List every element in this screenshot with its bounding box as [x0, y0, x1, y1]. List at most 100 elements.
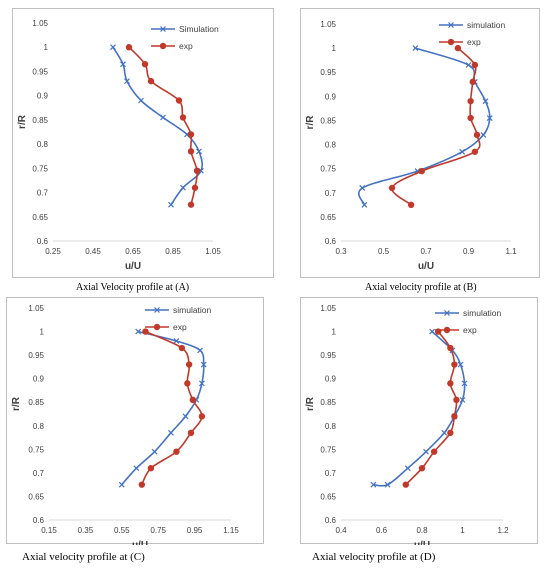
y-tick-label: 0.85 — [28, 398, 44, 407]
legend-label: exp — [179, 41, 193, 51]
y-tick-label: 1 — [332, 328, 337, 337]
legend-entry-simulation: simulation — [439, 20, 506, 30]
y-tick-label: 1 — [40, 328, 45, 337]
data-point-exp — [189, 396, 196, 404]
data-point-exp — [147, 464, 155, 472]
x-tick-label: 1.1 — [505, 247, 517, 256]
data-point-exp — [471, 61, 479, 69]
y-tick-label: 0.6 — [325, 516, 337, 525]
series-line-exp — [128, 46, 198, 205]
y-tick-label: 1.05 — [32, 19, 48, 28]
data-point-exp — [451, 413, 458, 420]
data-point-exp — [473, 131, 481, 139]
legend-entry-simulation: simulation — [435, 308, 502, 318]
y-tick-label: 0.8 — [37, 140, 49, 149]
data-point-simulation — [182, 413, 189, 420]
x-tick-label: 0.6 — [376, 526, 388, 535]
y-tick-label: 0.9 — [325, 375, 337, 384]
y-axis-title: r/R — [11, 396, 22, 411]
data-point-exp — [418, 167, 425, 175]
data-point-exp — [187, 148, 195, 155]
legend-label: simulation — [467, 20, 506, 30]
data-point-exp — [447, 380, 454, 387]
y-tick-label: 0.9 — [33, 375, 45, 384]
data-point-exp — [187, 131, 195, 138]
y-tick-label: 0.85 — [320, 398, 336, 407]
data-point-simulation — [180, 184, 186, 191]
chart-b-svg: 0.6 0.65 0.7 0.75 0.8 0.85 0.9 0.95 1 1.05 0.3 0.5 0… — [305, 20, 517, 272]
data-point-simulation — [384, 481, 391, 488]
data-point-simulation — [120, 61, 126, 68]
data-point-exp — [179, 114, 187, 121]
x-tick-label: 0.4 — [335, 526, 347, 535]
data-point-exp — [418, 464, 426, 472]
data-point-simulation — [361, 201, 368, 208]
y-tick-label: 0.95 — [320, 68, 336, 77]
y-tick-label: 0.65 — [32, 213, 48, 222]
y-tick-label: 0.8 — [325, 422, 337, 431]
y-tick-label: 0.7 — [325, 189, 337, 198]
y-tick-label: 1.05 — [320, 304, 336, 313]
y-tick-label: 0.75 — [28, 445, 44, 454]
x-tick-label: 1 — [460, 526, 465, 535]
legend-label: simulation — [173, 305, 212, 315]
series-line-exp — [391, 47, 481, 206]
legend-entry-exp: exp — [439, 37, 481, 47]
caption-a: Axial Velocity profile at (A) — [76, 282, 190, 293]
chart-panel-c: 0.6 0.65 0.7 0.75 0.8 0.85 0.9 0.95 1 1.05 0.15 0.3… — [6, 297, 264, 551]
legend-label: exp — [173, 322, 187, 332]
data-point-exp — [447, 344, 454, 352]
data-point-simulation — [486, 115, 493, 121]
y-tick-label: 0.75 — [32, 164, 48, 173]
x-tick-label: 0.65 — [125, 247, 141, 256]
x-tick-label: 0.8 — [416, 526, 428, 535]
y-tick-label: 0.8 — [325, 141, 337, 150]
y-tick-label: 0.7 — [37, 189, 49, 198]
x-tick-label: 1.05 — [205, 247, 221, 256]
y-tick-label: 0.65 — [320, 492, 336, 501]
y-tick-label: 0.95 — [320, 351, 336, 360]
x-axis-title: u/U — [132, 540, 148, 545]
legend-entry-exp: exp — [151, 41, 193, 51]
y-axis-title: r/R — [305, 115, 316, 130]
data-point-exp — [185, 361, 193, 368]
chart-panel-b: 0.6 0.65 0.7 0.75 0.8 0.85 0.9 0.95 1 1.05 0.3 0.5 0… — [300, 8, 540, 278]
data-point-exp — [447, 429, 454, 437]
series-line-simulation — [373, 331, 466, 487]
data-point-exp — [187, 429, 195, 437]
y-tick-label: 0.65 — [28, 492, 44, 501]
y-tick-label: 1.05 — [28, 304, 44, 313]
data-point-simulation — [459, 396, 466, 403]
data-point-exp — [453, 396, 460, 404]
caption-b: Axial velocity profile at (B) — [365, 282, 477, 293]
data-point-exp — [388, 184, 396, 192]
legend-entry-simulation: simulation — [145, 305, 212, 315]
data-point-simulation — [404, 465, 411, 472]
data-point-simulation — [160, 114, 166, 121]
data-point-simulation — [118, 481, 125, 488]
data-point-simulation — [457, 361, 464, 368]
y-tick-label: 1 — [44, 43, 49, 52]
data-point-simulation — [151, 448, 158, 455]
data-point-exp — [467, 114, 474, 122]
data-point-simulation — [196, 148, 202, 155]
y-tick-label: 0.6 — [33, 516, 45, 525]
data-point-exp — [178, 344, 186, 352]
caption-c: Axial velocity profile at (C) — [22, 551, 145, 563]
data-point-exp — [173, 448, 180, 455]
y-tick-label: 0.9 — [37, 92, 49, 101]
x-tick-label: 1.2 — [497, 526, 509, 535]
chart-a-svg: 0.6 0.65 0.7 0.75 0.8 0.85 0.9 0.95 1 1.05 0.25 0.4… — [17, 19, 221, 272]
chart-c-svg: 0.6 0.65 0.7 0.75 0.8 0.85 0.9 0.95 1 1.05 0.15 0.3… — [11, 304, 239, 551]
y-tick-label: 0.7 — [325, 469, 337, 478]
data-point-exp — [402, 481, 409, 488]
series-line-simulation — [121, 330, 205, 486]
x-axis-title: u/U — [414, 540, 430, 545]
y-tick-label: 0.9 — [325, 92, 337, 101]
data-point-simulation — [461, 380, 468, 387]
data-point-simulation — [124, 78, 130, 85]
y-tick-label: 0.65 — [320, 213, 336, 222]
caption-d: Axial velocity profile at (D) — [312, 551, 436, 563]
data-point-exp — [191, 184, 199, 191]
y-tick-label: 0.6 — [37, 237, 49, 246]
